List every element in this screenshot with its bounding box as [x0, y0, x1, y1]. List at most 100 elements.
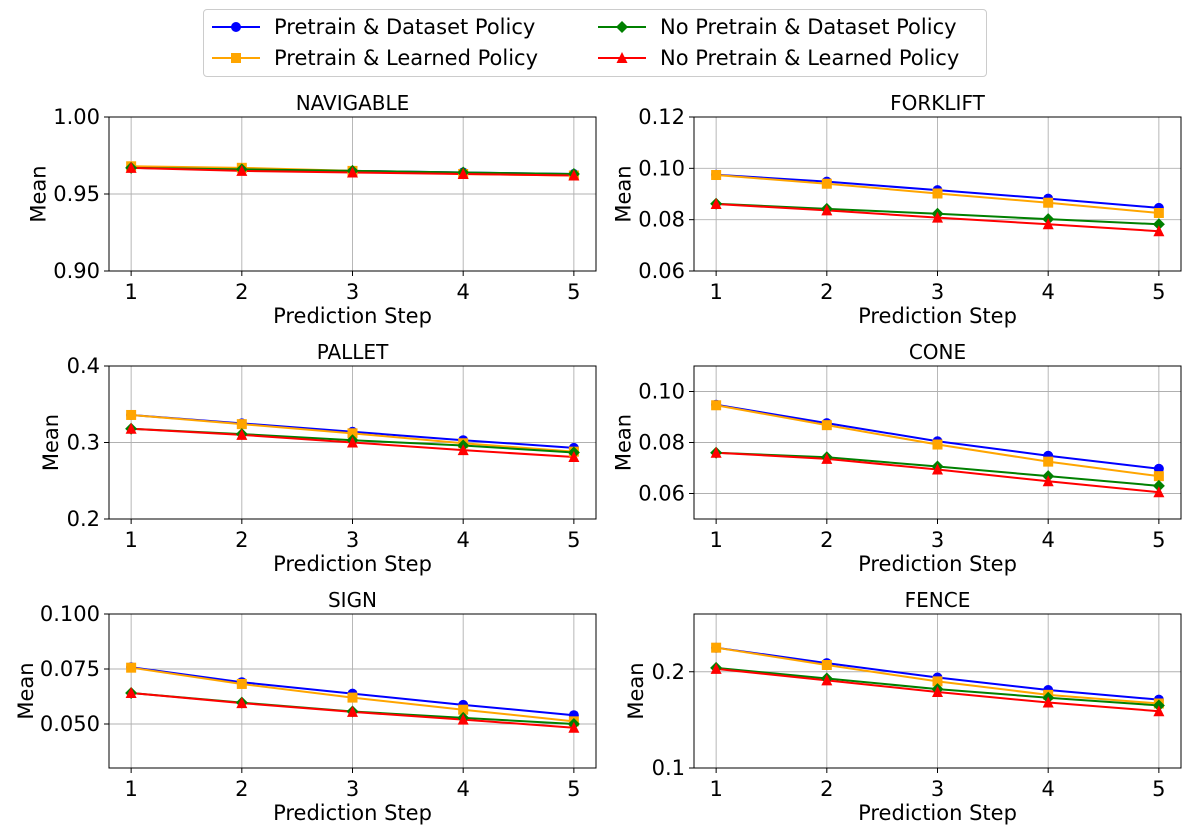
x-tick-label: 3 [931, 528, 944, 552]
x-tick-label: 2 [235, 280, 248, 304]
triangle-marker [710, 198, 722, 210]
triangle-marker [1042, 218, 1054, 230]
triangle-marker [932, 211, 943, 223]
axes-frame [108, 365, 597, 520]
legend-swatch-nopretrain-dataset [598, 21, 646, 33]
x-tick-label: 2 [235, 528, 248, 552]
y-tick-label: 1.00 [53, 105, 100, 129]
legend-swatch-nopretrain-learned [598, 52, 646, 63]
square-marker [1153, 207, 1164, 218]
triangle-marker [347, 705, 358, 717]
y-tick-label: 0.3 [67, 431, 100, 455]
square-marker [347, 692, 358, 703]
triangle-marker [932, 463, 943, 475]
y-axis-label: Mean [39, 414, 63, 471]
x-tick-label: 4 [456, 280, 469, 304]
y-tick-label: 0.06 [638, 482, 685, 506]
square-marker [711, 170, 722, 181]
x-tick-label: 2 [820, 777, 833, 801]
legend-item-nopretrain-learned: No Pretrain & Learned Policy [598, 43, 959, 73]
square-marker [1153, 471, 1164, 482]
y-axis-label: Mean [14, 662, 38, 719]
legend-item-pretrain-dataset: Pretrain & Dataset Policy [212, 12, 535, 42]
y-tick-label: 0.075 [40, 657, 100, 681]
square-marker [821, 178, 832, 189]
x-axis-label: Prediction Step [858, 801, 1017, 825]
circle-marker-icon [231, 22, 241, 32]
x-axis-label: Prediction Step [273, 304, 432, 328]
x-tick-label: 3 [346, 777, 359, 801]
triangle-marker [1153, 705, 1165, 717]
x-tick-label: 1 [709, 777, 722, 801]
y-axis-label: Mean [611, 165, 635, 222]
square-marker [1043, 197, 1054, 208]
square-marker [236, 678, 247, 689]
subplot-title: FORKLIFT [890, 91, 985, 115]
legend-label: Pretrain & Learned Policy [274, 46, 539, 70]
triangle-marker [457, 167, 469, 179]
subplot-title: FENCE [905, 588, 971, 612]
x-tick-label: 2 [820, 528, 833, 552]
triangle-marker [347, 166, 358, 178]
y-tick-label: 0.1 [652, 756, 685, 780]
subplot-title: NAVIGABLE [296, 91, 410, 115]
legend-label: No Pretrain & Dataset Policy [660, 15, 957, 39]
triangle-marker [125, 686, 137, 698]
square-marker [932, 188, 943, 199]
triangle-marker [568, 451, 580, 463]
x-tick-label: 5 [567, 528, 580, 552]
axes-frame [693, 116, 1182, 272]
triangle-marker [568, 169, 580, 181]
square-marker [347, 428, 358, 439]
x-axis-label: Prediction Step [858, 304, 1017, 328]
x-tick-label: 4 [1041, 528, 1054, 552]
x-tick-label: 5 [1152, 528, 1165, 552]
subplot-forklift: 1 2 3 4 5 0.06 0.08 0.10 0.12 FORKLIFT Prediction … [611, 91, 1182, 328]
square-marker [821, 660, 832, 671]
y-tick-label: 0.050 [40, 712, 100, 736]
square-marker-icon [231, 53, 241, 63]
y-axis-label: Mean [624, 662, 648, 719]
subplot-pallet: 1 2 3 4 5 0.2 0.3 0.4 PALLET Prediction Step Mean [39, 340, 597, 576]
subplot-cone: 1 2 3 4 5 0.06 0.08 0.10 CONE Prediction Step Mean [611, 340, 1182, 576]
subplot-title: CONE [909, 340, 966, 364]
subplot-sign: 1 2 3 4 5 0.050 0.075 0.100 SIGN Prediction Step M… [14, 588, 597, 825]
x-axis-label: Prediction Step [273, 801, 432, 825]
axes-frame [108, 116, 597, 272]
y-tick-label: 0.90 [53, 259, 100, 283]
subplot-navigable: 1 2 3 4 5 0.90 0.95 1.00 NAVIGABLE Prediction Ste… [26, 91, 597, 328]
triangle-marker [125, 161, 137, 173]
triangle-marker [568, 721, 580, 733]
x-tick-label: 1 [124, 777, 137, 801]
y-tick-label: 0.10 [638, 380, 685, 404]
triangle-marker [1153, 225, 1165, 237]
square-marker [932, 439, 943, 450]
legend: Pretrain & Dataset Policy No Pretrain & … [203, 9, 987, 77]
y-tick-label: 0.100 [40, 602, 100, 626]
diamond-marker [1152, 218, 1165, 231]
x-tick-label: 5 [567, 280, 580, 304]
x-tick-label: 4 [1041, 280, 1054, 304]
diamond-marker [1152, 479, 1165, 492]
y-tick-label: 0.95 [53, 182, 100, 206]
square-marker [458, 704, 469, 715]
square-marker [711, 642, 722, 653]
triangle-marker [710, 662, 722, 674]
square-marker [126, 409, 137, 420]
triangle-marker-icon [616, 52, 628, 63]
triangle-marker [821, 674, 833, 686]
triangle-marker [1042, 696, 1054, 708]
x-tick-label: 4 [456, 528, 469, 552]
triangle-marker [236, 697, 248, 709]
triangle-marker [821, 452, 833, 464]
x-tick-label: 5 [1152, 280, 1165, 304]
x-tick-label: 1 [124, 280, 137, 304]
y-tick-label: 0.08 [638, 431, 685, 455]
x-tick-label: 2 [235, 777, 248, 801]
square-marker [1043, 456, 1054, 467]
triangle-marker [1042, 475, 1054, 487]
x-tick-label: 3 [931, 777, 944, 801]
x-tick-label: 1 [709, 280, 722, 304]
y-tick-label: 0.10 [638, 156, 685, 180]
subplot-fence: 1 2 3 4 5 0.1 0.2 FENCE Prediction Step Mean [624, 588, 1182, 825]
